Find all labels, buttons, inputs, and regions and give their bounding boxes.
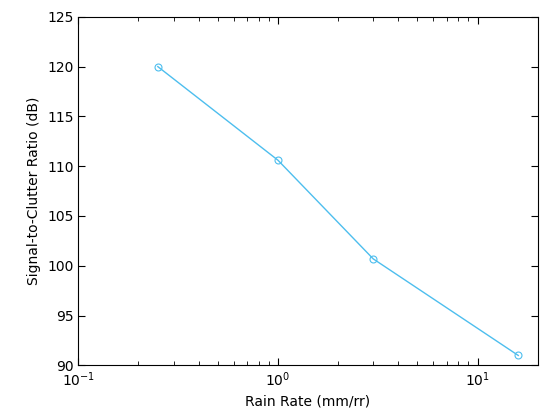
Y-axis label: Signal-to-Clutter Ratio (dB): Signal-to-Clutter Ratio (dB) (27, 97, 41, 285)
X-axis label: Rain Rate (mm/rr): Rain Rate (mm/rr) (245, 394, 371, 408)
